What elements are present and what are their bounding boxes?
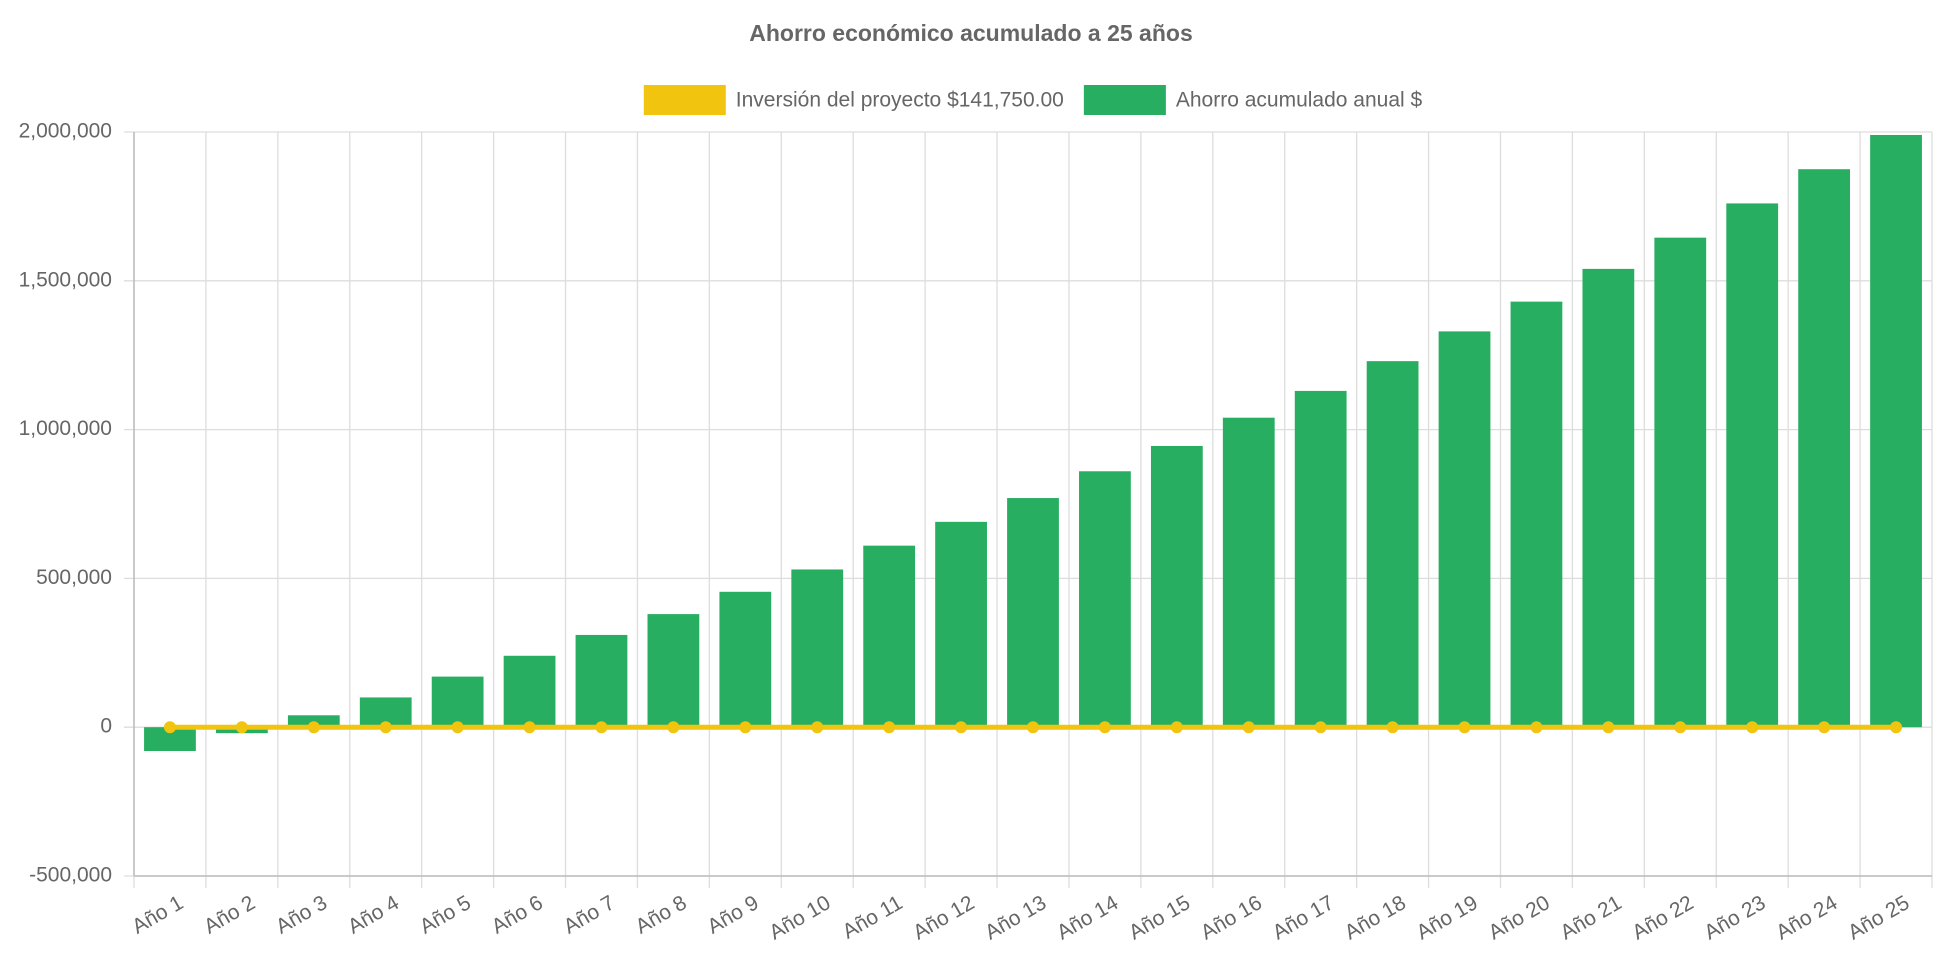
y-tick-label: 500,000 — [36, 566, 112, 589]
line-point — [1890, 721, 1903, 734]
line-point — [451, 721, 464, 734]
line-point — [595, 721, 608, 734]
bar — [1582, 268, 1635, 728]
x-tick-label: Año 18 — [1341, 891, 1410, 944]
x-tick-label: Año 6 — [488, 891, 547, 938]
line-point — [811, 721, 824, 734]
x-tick-label: Año 12 — [909, 891, 978, 944]
bar — [1366, 361, 1419, 728]
bar — [1654, 237, 1707, 728]
bar — [1007, 498, 1059, 728]
x-tick-label: Año 20 — [1485, 891, 1554, 944]
x-tick-label: Año 11 — [839, 891, 907, 943]
line-point — [307, 721, 320, 734]
line-point — [1242, 721, 1255, 734]
line-point — [379, 721, 392, 734]
line-point — [1458, 721, 1471, 734]
x-tick-label: Año 15 — [1125, 891, 1194, 944]
x-tick-label: Año 25 — [1844, 891, 1913, 944]
bar — [863, 545, 916, 728]
legend-label: Inversión del proyecto $141,750.00 — [736, 89, 1064, 112]
y-tick-label: -500,000 — [29, 864, 112, 887]
line-point — [883, 721, 896, 734]
chart-title: Ahorro económico acumulado a 25 años — [749, 20, 1193, 46]
x-tick-label: Año 4 — [344, 891, 403, 939]
line-point — [667, 721, 680, 734]
x-tick-label: Año 1 — [128, 891, 187, 938]
bar — [144, 727, 196, 752]
bar — [1222, 417, 1275, 728]
bar — [719, 591, 772, 728]
legend: Inversión del proyecto $141,750.00 Ahorro… — [643, 85, 1423, 115]
line-point — [523, 721, 536, 734]
bar — [1150, 445, 1203, 728]
line-point — [1746, 721, 1759, 734]
line-point — [235, 721, 248, 734]
bar — [1079, 471, 1131, 728]
line-point — [1027, 721, 1039, 734]
y-tick-label: 1,000,000 — [19, 417, 112, 440]
bar — [575, 634, 628, 728]
x-tick-label: Año 5 — [416, 891, 475, 938]
bar — [1726, 203, 1779, 728]
bar — [791, 569, 844, 728]
x-tick-label: Año 7 — [560, 891, 619, 938]
x-tick-label: Año 2 — [200, 891, 259, 938]
line-point — [1386, 721, 1399, 734]
legend-swatch — [1083, 85, 1166, 115]
line-point — [1098, 721, 1111, 734]
line-point — [1170, 721, 1183, 734]
bar — [935, 521, 987, 728]
line-point — [739, 721, 752, 734]
x-tick-label: Año 14 — [1053, 891, 1122, 944]
y-tick-label: 2,000,000 — [19, 120, 112, 143]
bar — [1870, 134, 1922, 728]
line-point — [1818, 721, 1831, 734]
x-tick-label: Año 21 — [1556, 891, 1625, 944]
legend-label: Ahorro acumulado anual $ — [1176, 89, 1423, 112]
bar — [1798, 169, 1851, 728]
line-point — [1314, 721, 1327, 734]
line-point — [1602, 721, 1615, 734]
x-tick-label: Año 10 — [765, 891, 834, 944]
bar — [503, 655, 556, 728]
x-tick-label: Año 17 — [1269, 891, 1338, 944]
line-point — [163, 721, 176, 734]
bar — [1438, 331, 1491, 728]
bar — [1510, 301, 1563, 728]
bar — [647, 614, 700, 728]
bar — [431, 676, 484, 728]
x-tick-label: Año 16 — [1197, 891, 1266, 944]
y-tick-label: 0 — [100, 715, 112, 738]
x-tick-label: Año 13 — [981, 891, 1050, 944]
y-tick-label: 1,500,000 — [19, 268, 112, 291]
line-point — [1530, 721, 1543, 734]
line-point — [1674, 721, 1687, 734]
x-tick-label: Año 3 — [272, 891, 331, 938]
x-tick-label: Año 22 — [1628, 891, 1697, 944]
x-tick-label: Año 9 — [704, 891, 763, 938]
x-tick-label: Año 23 — [1700, 891, 1769, 944]
x-tick-label: Año 8 — [632, 891, 691, 938]
x-tick-label: Año 24 — [1772, 891, 1841, 944]
legend-swatch — [643, 85, 726, 115]
bar — [1294, 390, 1347, 728]
x-tick-label: Año 19 — [1413, 891, 1482, 944]
line-point — [955, 721, 968, 734]
